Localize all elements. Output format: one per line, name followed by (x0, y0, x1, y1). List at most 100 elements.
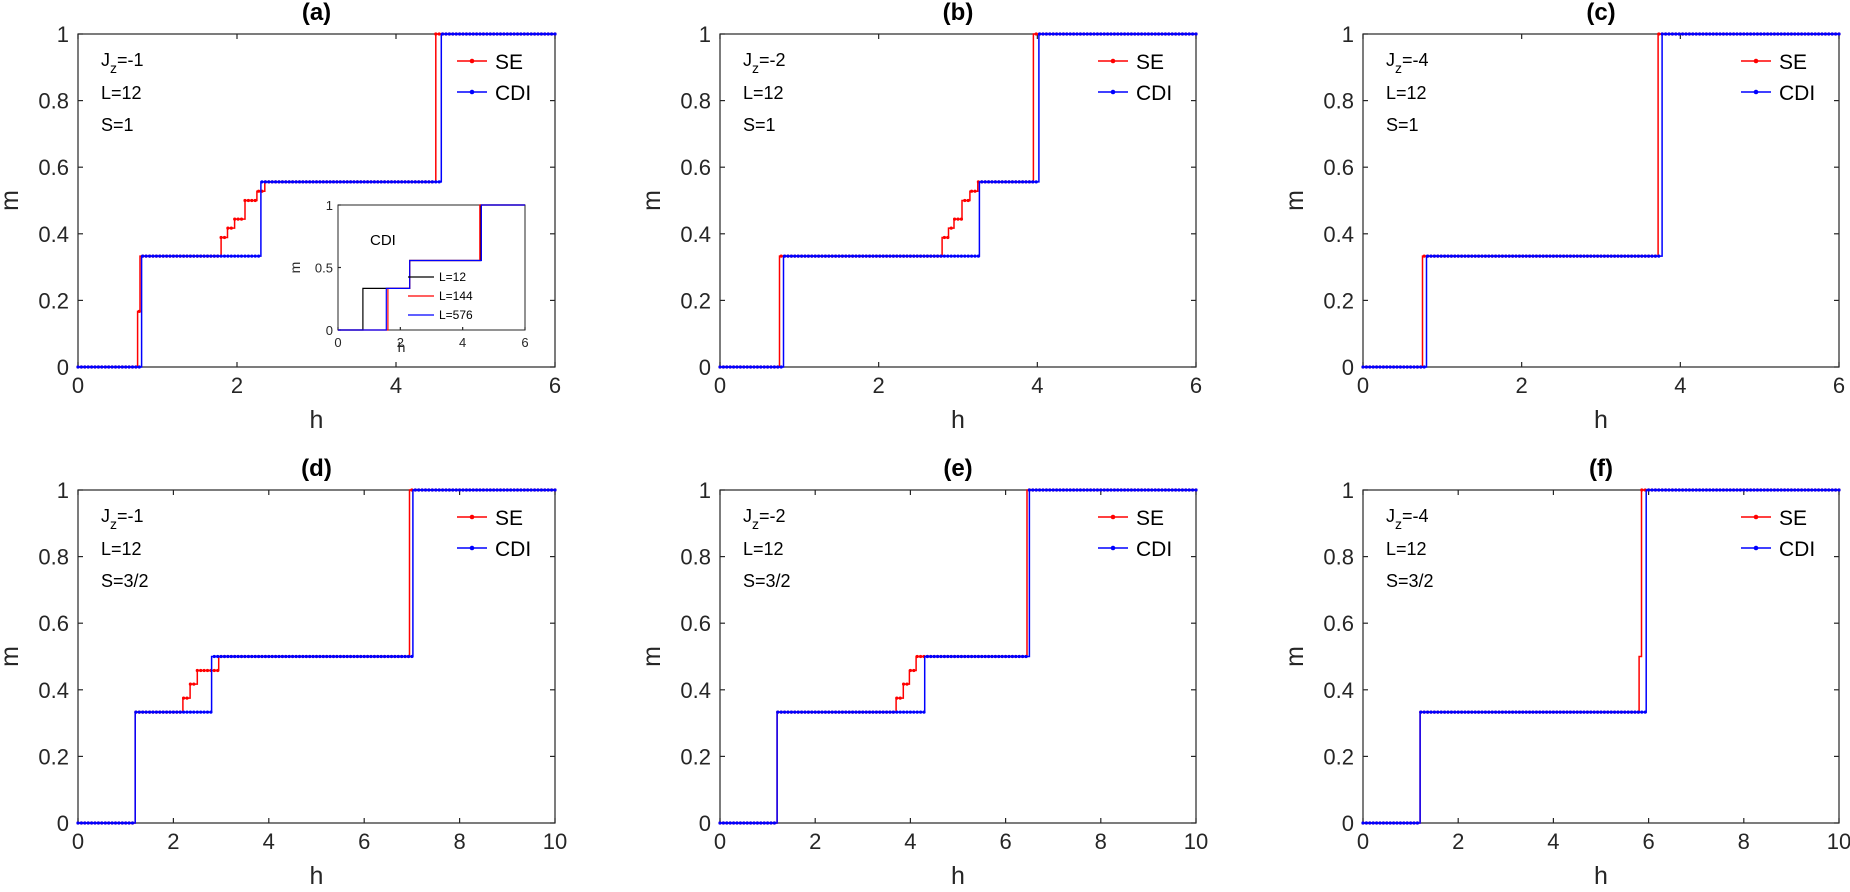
series-cdi-line-marker (338, 654, 342, 659)
series-cdi-line-marker (222, 654, 227, 659)
x-axis-label: h (951, 862, 965, 890)
series-cdi-line-marker (311, 180, 315, 184)
series-cdi-line-marker (1732, 32, 1736, 36)
series-cdi-line-marker (328, 180, 332, 184)
series-cdi-line-marker (1810, 32, 1814, 36)
series-cdi-line-marker (1439, 254, 1443, 258)
series-cdi-line-marker (932, 654, 936, 659)
series-cdi-line-marker (447, 32, 451, 36)
series-cdi-line-marker (946, 654, 950, 659)
series-cdi-line-marker (752, 821, 756, 825)
legend-marker (469, 89, 475, 95)
series-cdi-line-marker (1511, 710, 1515, 714)
series-cdi-line-marker (287, 654, 291, 659)
series-cdi-line-marker (810, 710, 814, 714)
series-cdi-line-marker (533, 32, 537, 36)
series-se-line-marker (434, 32, 438, 36)
series-cdi-line-marker (171, 254, 175, 258)
series-cdi-line-marker (738, 365, 743, 369)
series-cdi-line-marker (834, 254, 838, 258)
series-cdi-line-marker (721, 821, 726, 825)
series-cdi-line-marker (113, 821, 118, 825)
y-tick-label: 0.2 (680, 288, 711, 313)
series-se-line-marker (182, 696, 186, 700)
series-cdi-line-marker (1616, 710, 1620, 714)
series-se-line (1363, 33, 1839, 368)
series-cdi-line-marker (117, 365, 121, 369)
series-cdi-line-marker (718, 365, 722, 369)
series-cdi-line-marker (793, 710, 797, 714)
series-cdi-line-marker (1419, 365, 1423, 369)
series-cdi-line-marker (1555, 710, 1559, 714)
param-spin: S=1 (743, 115, 776, 135)
series-cdi-line-marker (789, 254, 794, 258)
series-cdi-line-marker (1038, 32, 1042, 36)
series-cdi-line-marker (732, 821, 736, 825)
series-cdi-line-marker (1670, 32, 1674, 36)
series-cdi-line-marker (1528, 710, 1532, 714)
series-se-line-markers (1361, 32, 1841, 369)
series-cdi-line-marker (1381, 365, 1385, 369)
series-cdi-line-marker (1735, 32, 1739, 36)
series-cdi-line-marker (735, 821, 739, 825)
series-cdi-line-marker (1701, 32, 1705, 36)
series-cdi-line-marker (755, 365, 760, 369)
series-cdi-line-marker (134, 365, 138, 369)
series-se-line-marker (942, 235, 947, 240)
series-cdi-line-marker (1810, 488, 1814, 492)
series-cdi-line-marker (990, 180, 994, 184)
series-cdi-line-marker (430, 488, 434, 492)
series-cdi-line-marker (817, 710, 821, 714)
x-tick-label: 6 (1833, 373, 1845, 398)
series-cdi-line-marker (973, 654, 977, 659)
legend-label: SE (1779, 51, 1807, 74)
series-cdi-line-marker (1099, 488, 1103, 492)
series-cdi-line-marker (1466, 254, 1470, 258)
series-cdi-line-marker (1150, 488, 1154, 492)
series-cdi-line-marker (362, 180, 366, 184)
series-cdi-line-marker (137, 365, 141, 369)
series-cdi-line-marker (1667, 488, 1671, 492)
series-cdi-line-marker (120, 821, 124, 825)
series-se-line-markers (1361, 488, 1841, 825)
series-cdi-line-marker (1694, 32, 1698, 36)
series-cdi-line-marker (840, 254, 845, 258)
series-cdi-line-marker (1082, 488, 1086, 492)
series-se-line-marker (202, 668, 206, 673)
series-cdi-line-marker (437, 488, 441, 492)
series-cdi-line-marker (250, 254, 254, 258)
series-cdi-line-marker (1021, 180, 1025, 184)
series-cdi-line-marker (1602, 254, 1606, 258)
series-cdi-line-marker (885, 710, 889, 714)
inset-series-line (338, 204, 525, 331)
series-cdi-line-marker (922, 254, 926, 258)
series-cdi-line-marker (762, 821, 766, 825)
series-cdi-line-marker (359, 180, 363, 184)
series-cdi-line-marker (1078, 488, 1082, 492)
series-cdi-line-marker (379, 180, 383, 184)
x-tick-label: 0 (72, 373, 84, 398)
series-cdi-line-marker (345, 654, 349, 659)
series-cdi-line-marker (451, 488, 455, 492)
series-cdi-line-marker (502, 32, 506, 36)
series-cdi-line-marker (1793, 488, 1797, 492)
series-cdi-line-marker (844, 254, 848, 258)
series-cdi-line-marker (976, 654, 981, 659)
series-cdi-line-marker (383, 654, 387, 659)
series-cdi-line-marker (1126, 488, 1130, 492)
series-se-line-marker (963, 198, 967, 203)
series-cdi-line-marker (803, 254, 807, 258)
series-cdi-line-marker (861, 710, 865, 714)
series-cdi-line-marker (1606, 254, 1610, 258)
series-cdi-line-marker (1541, 254, 1545, 258)
series-cdi-line-marker (161, 710, 165, 714)
series-se-line-marker (257, 189, 261, 193)
series-cdi-line-marker (209, 254, 213, 258)
x-tick-label: 10 (543, 829, 567, 854)
series-cdi-line-marker (779, 365, 783, 369)
series-cdi-line-marker (1004, 180, 1008, 184)
series-cdi-line-marker (199, 254, 203, 258)
x-tick-label: 4 (390, 373, 402, 398)
inset-legend-label: L=12 (439, 270, 466, 284)
